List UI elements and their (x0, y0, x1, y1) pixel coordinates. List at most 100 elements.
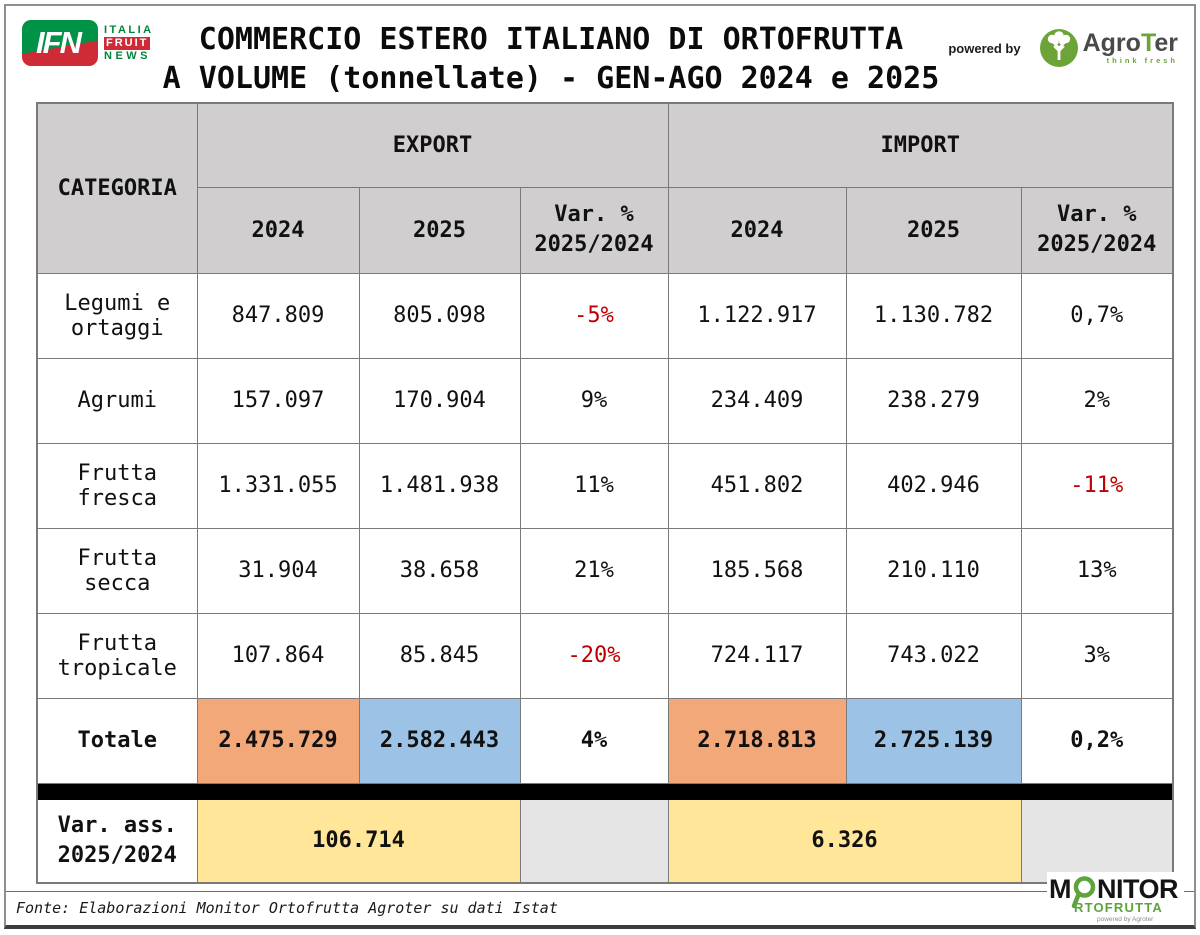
table-row-frutta-secca: Frutta secca 31.904 38.658 21% 185.568 2… (36, 527, 1174, 614)
ifn-wordmark: ITALIA FRUIT NEWS (104, 24, 154, 63)
agroter-tagline: think fresh (1106, 56, 1178, 65)
ifn-acronym: IFN (36, 25, 82, 60)
table-header-years: 2024 2025 Var. % 2025/2024 2024 2025 Var… (37, 186, 1174, 274)
trade-table: CATEGORIA EXPORT IMPORT 2024 2025 Var. %… (36, 102, 1175, 884)
export-2025-cell: 85.845 (358, 612, 521, 699)
var-pct-line1: Var. % (1057, 202, 1137, 227)
export-var-cell: -20% (519, 612, 669, 699)
import-var-header: Var. % 2025/2024 (1020, 186, 1174, 274)
export-2025-cell: 805.098 (358, 272, 521, 359)
ifn-badge-icon: IFN (22, 20, 98, 66)
total-label: Totale (36, 697, 198, 784)
agroter-logo: powered by AgroTer think fresh (948, 28, 1178, 68)
var-abs-import-cell: 6.326 (667, 798, 1022, 884)
agroter-name-pre: Agro (1082, 29, 1141, 57)
agroter-wordmark: AgroTer think fresh (1082, 29, 1178, 66)
export-var-cell: 21% (519, 527, 669, 614)
export-2024-cell: 847.809 (196, 272, 360, 359)
total-import-2024-cell: 2.718.813 (667, 697, 847, 784)
total-export-2025-cell: 2.582.443 (358, 697, 521, 784)
export-var-cell: 9% (519, 357, 669, 444)
import-2024-header: 2024 (667, 186, 847, 274)
var-abs-export-empty-cell (519, 798, 669, 884)
total-import-2025-cell: 2.725.139 (845, 697, 1022, 784)
magnifier-icon (1071, 876, 1096, 909)
import-var-cell: 3% (1020, 612, 1174, 699)
ifn-logo: IFN ITALIA FRUIT NEWS (22, 20, 154, 66)
categoria-header: CATEGORIA (36, 102, 198, 274)
import-2024-cell: 1.122.917 (667, 272, 847, 359)
export-2024-cell: 107.864 (196, 612, 360, 699)
category-label: Frutta fresca (36, 442, 198, 529)
import-2025-cell: 238.279 (845, 357, 1022, 444)
import-var-cell: 2% (1020, 357, 1174, 444)
export-2025-cell: 1.481.938 (358, 442, 521, 529)
source-note: Fonte: Elaborazioni Monitor Ortofrutta A… (16, 899, 558, 917)
page-title-line2: A VOLUME (tonnellate) - GEN-AGO 2024 e 2… (162, 61, 940, 96)
export-2024-cell: 1.331.055 (196, 442, 360, 529)
var-abs-export-cell: 106.714 (196, 798, 521, 884)
agroter-tree-icon (1039, 29, 1078, 67)
table-row-agrumi: Agrumi 157.097 170.904 9% 234.409 238.27… (36, 357, 1174, 444)
ifn-fruit-label: FRUIT (104, 36, 151, 50)
var-abs-label-line2: 2025/2024 (57, 842, 177, 868)
table-row-legumi-ortaggi: Legumi e ortaggi 847.809 805.098 -5% 1.1… (36, 272, 1174, 359)
agroter-mark: AgroTer think fresh (1039, 28, 1178, 68)
export-var-cell: -5% (519, 272, 669, 359)
page-frame: IFN ITALIA FRUIT NEWS COMMERCIO ESTERO I… (4, 4, 1196, 929)
import-var-cell: 13% (1020, 527, 1174, 614)
export-group-header: EXPORT (196, 102, 669, 188)
export-2025-header: 2025 (358, 186, 521, 274)
import-2025-cell: 743.022 (845, 612, 1022, 699)
import-2024-cell: 724.117 (667, 612, 847, 699)
table-row-var-assoluta: Var. ass. 2025/2024 106.714 6.326 (36, 798, 1174, 884)
page-title: COMMERCIO ESTERO ITALIANO DI ORTOFRUTTA … (154, 18, 949, 98)
export-2025-cell: 38.658 (358, 527, 521, 614)
page-header: IFN ITALIA FRUIT NEWS COMMERCIO ESTERO I… (6, 6, 1194, 102)
export-2024-header: 2024 (196, 186, 360, 274)
footer: Fonte: Elaborazioni Monitor Ortofrutta A… (6, 891, 1194, 925)
agroter-name-accent: T (1140, 29, 1155, 57)
category-label: Frutta secca (36, 527, 198, 614)
total-export-var-cell: 4% (519, 697, 669, 784)
page-title-line1: COMMERCIO ESTERO ITALIANO DI ORTOFRUTTA (198, 22, 904, 57)
export-2024-cell: 157.097 (196, 357, 360, 444)
category-label: Agrumi (36, 357, 198, 444)
black-separator-band (36, 782, 1174, 800)
var-abs-label: Var. ass. 2025/2024 (36, 798, 198, 884)
table-zone: CATEGORIA EXPORT IMPORT 2024 2025 Var. %… (6, 102, 1194, 884)
powered-by-label: powered by (948, 40, 1021, 56)
import-2025-header: 2025 (845, 186, 1022, 274)
import-var-cell: 0,7% (1020, 272, 1174, 359)
monitor-wordmark-line2: RTOFRUTTA (1073, 900, 1164, 915)
ifn-italia-label: ITALIA (104, 23, 154, 36)
monitor-m: M (1048, 874, 1072, 904)
export-2025-cell: 170.904 (358, 357, 521, 444)
total-import-var-cell: 0,2% (1020, 697, 1174, 784)
var-pct-line2: 2025/2024 (534, 232, 654, 257)
agroter-name-post: er (1154, 29, 1178, 57)
total-export-2024-cell: 2.475.729 (196, 697, 360, 784)
import-group-header: IMPORT (667, 102, 1174, 188)
table-row-frutta-fresca: Frutta fresca 1.331.055 1.481.938 11% 45… (36, 442, 1174, 529)
import-2025-cell: 402.946 (845, 442, 1022, 529)
import-2025-cell: 210.110 (845, 527, 1022, 614)
table-row-frutta-tropicale: Frutta tropicale 107.864 85.845 -20% 724… (36, 612, 1174, 699)
monitor-ortofrutta-logo: M NITOR RTOFRUTTA powered by Agroter (1046, 872, 1184, 925)
table-header-groups: CATEGORIA EXPORT IMPORT (36, 102, 1174, 274)
export-var-header: Var. % 2025/2024 (519, 186, 669, 274)
import-var-cell: -11% (1020, 442, 1174, 529)
category-label: Frutta tropicale (36, 612, 198, 699)
var-pct-line1: Var. % (554, 202, 634, 227)
var-abs-import-empty-cell (1020, 798, 1174, 884)
ifn-news-label: NEWS (104, 49, 151, 62)
export-2024-cell: 31.904 (196, 527, 360, 614)
monitor-powered-by: powered by Agroter (1096, 916, 1154, 923)
import-2024-cell: 234.409 (667, 357, 847, 444)
var-pct-line2: 2025/2024 (1037, 232, 1157, 257)
var-abs-label-line1: Var. ass. (57, 812, 177, 838)
import-2025-cell: 1.130.782 (845, 272, 1022, 359)
export-var-cell: 11% (519, 442, 669, 529)
table-row-totale: Totale 2.475.729 2.582.443 4% 2.718.813 … (36, 697, 1174, 784)
category-label: Legumi e ortaggi (36, 272, 198, 359)
